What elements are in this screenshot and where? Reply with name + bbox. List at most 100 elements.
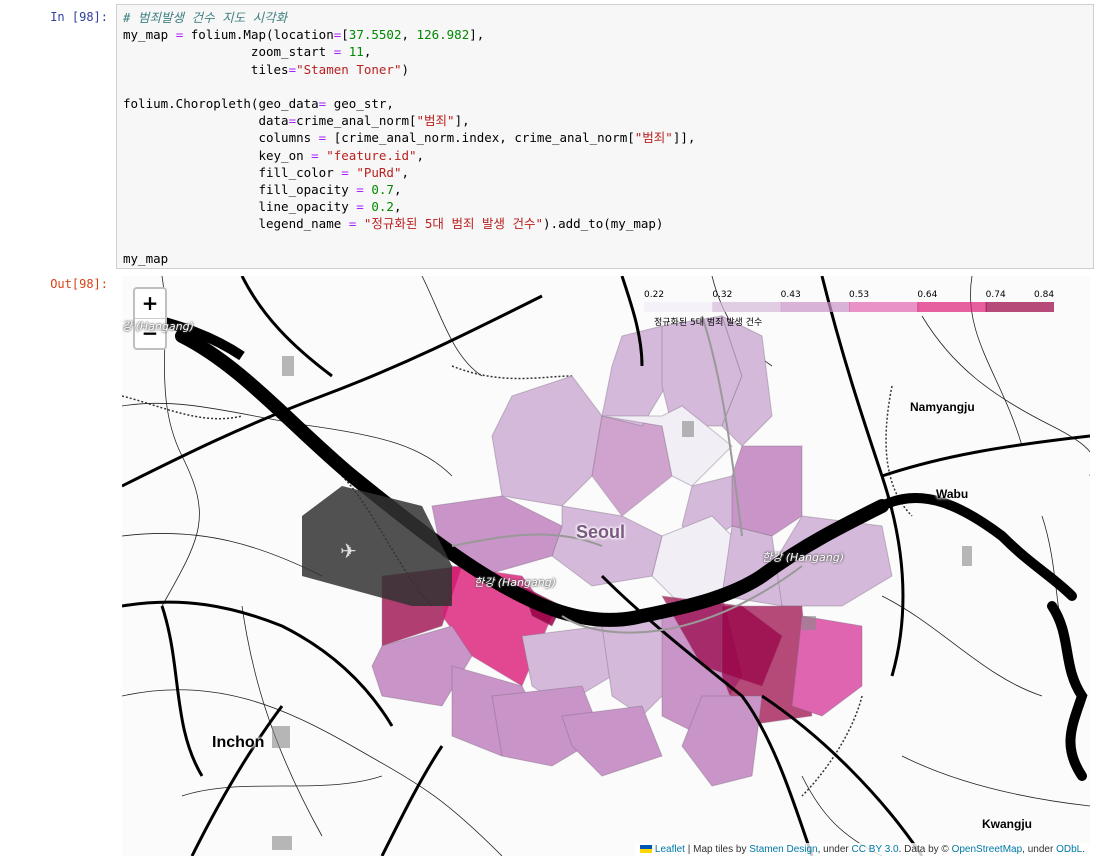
gimpo-airport-area bbox=[302, 486, 452, 606]
code-text: , bbox=[401, 164, 409, 180]
legend-tick: 0.64 bbox=[917, 290, 938, 300]
river-east bbox=[877, 493, 1077, 601]
legend-swatch bbox=[849, 302, 919, 312]
code-operator: = bbox=[341, 164, 349, 180]
code-number: 37.5502 bbox=[348, 27, 402, 43]
map-tiles: ✈ bbox=[122, 276, 1090, 856]
code-number: 11 bbox=[348, 44, 364, 60]
choropleth-layer bbox=[371, 315, 893, 787]
attribution-text: | Map tiles by bbox=[684, 844, 750, 855]
river-label-northwest: 강 (Hangang) bbox=[122, 320, 194, 333]
code-string: "정규화된 5대 범죄 발생 건수" bbox=[363, 216, 544, 232]
code-operator: = bbox=[348, 216, 357, 232]
code-string: "Stamen Toner" bbox=[296, 61, 402, 77]
code-text: , bbox=[401, 27, 417, 43]
ccby-link[interactable]: CC BY 3.0 bbox=[851, 844, 899, 855]
code-text: legend_name bbox=[123, 216, 349, 232]
legend-swatch bbox=[712, 302, 782, 312]
code-number: 0.2 bbox=[371, 199, 394, 215]
leaflet-link[interactable]: Leaflet bbox=[654, 844, 685, 855]
place-label-kwangju: Kwangju bbox=[982, 817, 1032, 831]
legend-swatch bbox=[917, 302, 987, 312]
osm-link[interactable]: OpenStreetMap bbox=[951, 844, 1023, 855]
place-label-wabu: Wabu bbox=[936, 487, 969, 501]
code-text bbox=[341, 44, 349, 59]
code-text: fill_color bbox=[123, 164, 342, 180]
code-text: crime_anal_norm[ bbox=[296, 113, 417, 129]
code-text: data bbox=[123, 113, 289, 129]
code-text: geo_str, bbox=[326, 96, 394, 112]
river-label-center: 한강 (Hangang) bbox=[474, 576, 556, 589]
code-operator: = bbox=[356, 182, 364, 198]
code-comment: # 범죄발생 건수 지도 시각화 bbox=[123, 10, 288, 25]
code-text: line_opacity bbox=[123, 199, 357, 215]
legend-tick: 0.43 bbox=[780, 290, 801, 300]
code-text: my_map bbox=[123, 27, 176, 43]
code-operator: = bbox=[288, 113, 297, 129]
choropleth-legend: 0.22 0.32 0.43 0.53 0.64 0.74 0.84 정규화된 5대 범죄 … bbox=[644, 286, 1060, 328]
code-number: 126.982 bbox=[416, 27, 470, 43]
han-river bbox=[175, 329, 889, 627]
admin-boundary bbox=[122, 365, 913, 797]
zoom-out-button[interactable]: − bbox=[135, 318, 165, 348]
legend-tick: 0.22 bbox=[644, 290, 665, 300]
code-text: columns bbox=[123, 130, 319, 146]
place-label-seoul: Seoul bbox=[576, 522, 626, 542]
code-text: [ bbox=[341, 27, 349, 43]
code-operator: = bbox=[333, 44, 342, 60]
code-string: "범죄" bbox=[634, 130, 673, 146]
code-operator: = bbox=[333, 27, 342, 43]
output-prompt: Out[98]: bbox=[50, 277, 108, 291]
legend-swatch bbox=[644, 302, 714, 312]
code-text: ], bbox=[454, 113, 470, 129]
place-label-namyangju: Namyangju bbox=[910, 400, 975, 414]
code-text: my_map bbox=[123, 250, 169, 266]
odbl-link[interactable]: ODbL bbox=[1056, 844, 1083, 855]
code-operator: = bbox=[356, 199, 364, 215]
code-operator: = bbox=[318, 96, 327, 112]
code-operator: = bbox=[311, 147, 319, 163]
river-lake bbox=[1047, 601, 1088, 781]
folium-map[interactable]: ✈ + − Seoul Inchon Namyangju Wabu Kwangj… bbox=[122, 276, 1090, 856]
code-text: ) bbox=[401, 61, 409, 77]
code-text: folium.Map(location bbox=[183, 27, 334, 43]
code-operator: = bbox=[175, 27, 184, 43]
ukraine-flag-icon bbox=[639, 845, 652, 854]
attribution-text: , under bbox=[817, 844, 852, 855]
park-hatches bbox=[272, 356, 972, 850]
code-editor[interactable]: # 범죄발생 건수 지도 시각화 my_map = folium.Map(loc… bbox=[123, 9, 695, 267]
legend-tick: 0.74 bbox=[985, 290, 1006, 300]
code-text: folium.Choropleth(geo_data bbox=[123, 96, 319, 112]
map-attribution: Leaflet | Map tiles by Stamen Design, un… bbox=[634, 843, 1090, 856]
code-cell-input[interactable]: # 범죄발생 건수 지도 시각화 my_map = folium.Map(loc… bbox=[116, 4, 1094, 269]
code-text: zoom_start bbox=[123, 44, 334, 60]
legend-swatch bbox=[985, 302, 1054, 312]
code-text bbox=[356, 216, 364, 231]
code-string: "feature.id" bbox=[326, 147, 417, 163]
airport-icon: ✈ bbox=[340, 539, 357, 563]
legend-tick: 0.32 bbox=[712, 290, 733, 300]
legend-tick: 0.53 bbox=[849, 290, 870, 300]
code-text: fill_opacity bbox=[123, 182, 357, 198]
stamen-link[interactable]: Stamen Design bbox=[749, 844, 818, 855]
input-prompt: In [98]: bbox=[50, 10, 108, 24]
code-string: "PuRd" bbox=[356, 164, 402, 180]
code-text: ], bbox=[469, 27, 485, 43]
code-text: , bbox=[393, 199, 402, 215]
river-label-east: 한강 (Hangang) bbox=[762, 551, 844, 564]
code-operator: = bbox=[288, 61, 297, 77]
code-text: , bbox=[416, 147, 425, 163]
code-text: ).add_to(my_map) bbox=[543, 216, 664, 232]
attribution-text: . Data by © bbox=[898, 844, 952, 855]
legend-tick: 0.84 bbox=[1034, 290, 1055, 300]
zoom-control: + − bbox=[133, 287, 167, 350]
code-text: , bbox=[363, 44, 372, 60]
zoom-in-button[interactable]: + bbox=[141, 291, 159, 315]
code-text: , bbox=[393, 182, 402, 198]
code-operator: = bbox=[318, 130, 327, 146]
legend-caption: 정규화된 5대 범죄 발생 건수 bbox=[654, 318, 763, 328]
code-text: key_on bbox=[123, 147, 312, 163]
code-string: "범죄" bbox=[416, 113, 455, 129]
place-label-incheon: Inchon bbox=[212, 734, 265, 751]
major-roads bbox=[122, 276, 1090, 856]
